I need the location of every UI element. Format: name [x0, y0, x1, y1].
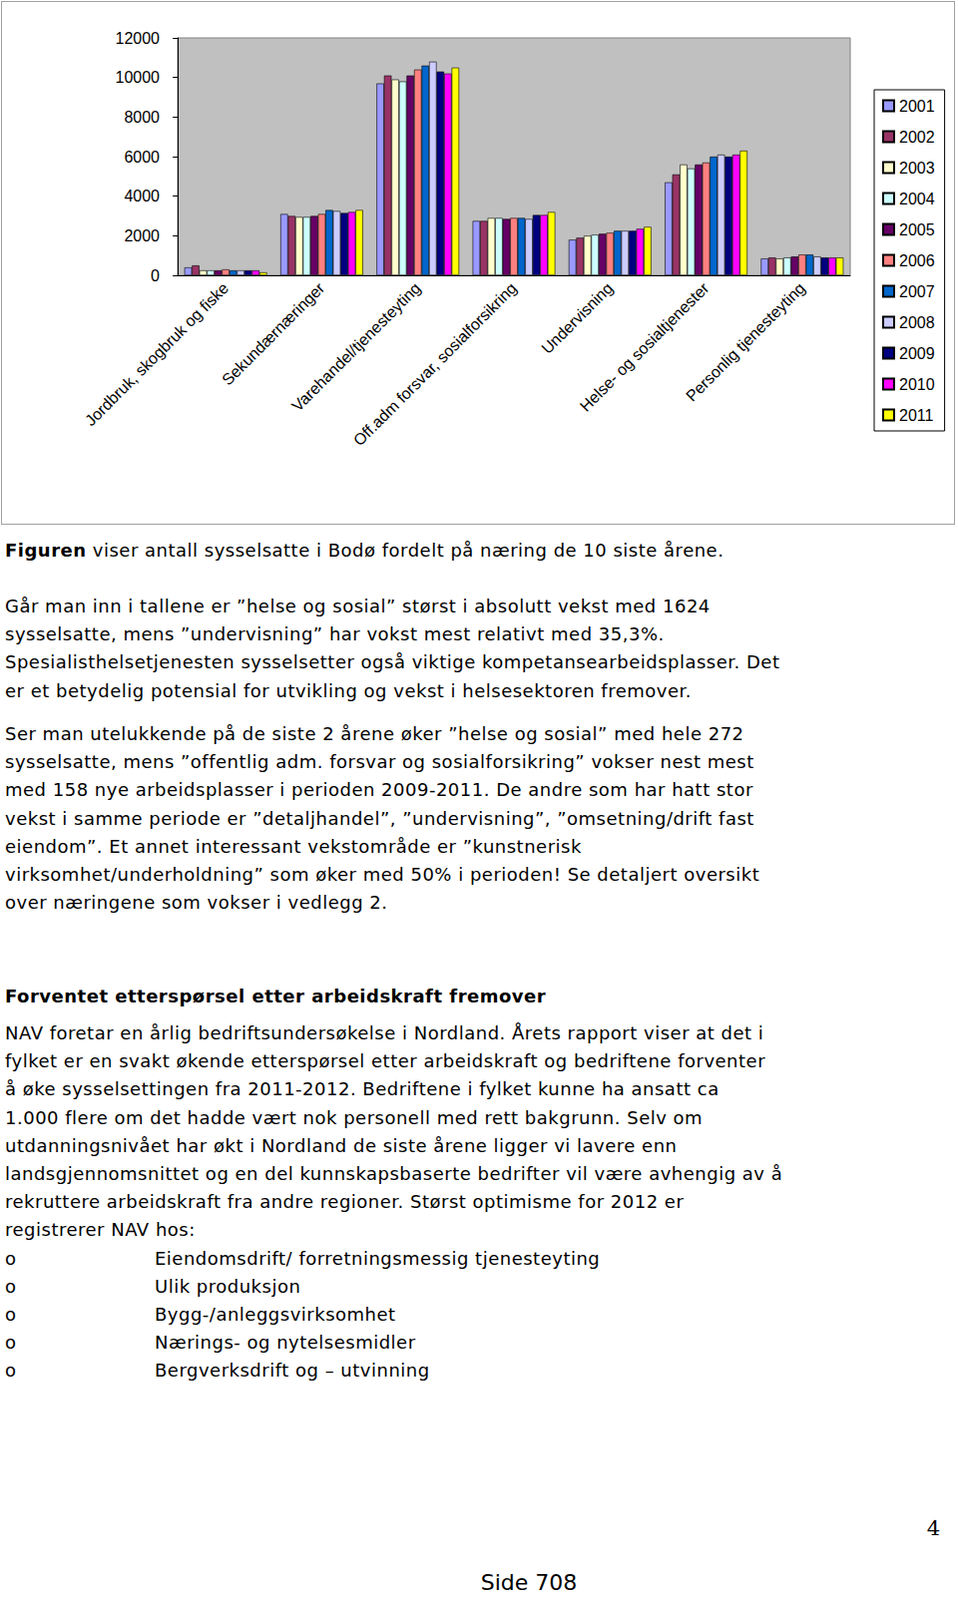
html-text:Ser man utelukkende på de sist: Ser man utelukkende på de siste 2 årene …	[4, 723, 744, 745]
svg-text:2006: 2006	[899, 252, 936, 270]
html-text:Går man inn i tallene er ”hels: Går man inn i tallene er ”helse og sosia…	[4, 595, 711, 617]
svg-text:12000: 12000	[115, 29, 161, 47]
html-text:sysselsatte, mens ”undervisnin: sysselsatte, mens ”undervisning” har vok…	[4, 623, 665, 645]
html-text:landsgjennomsnittet og en del: landsgjennomsnittet og en del kunnskapsb…	[4, 1163, 783, 1185]
svg-text:2010: 2010	[899, 376, 936, 394]
svg-text:Off.adm forsvar, sosialforsikr: Off.adm forsvar, sosialforsikring	[350, 279, 520, 450]
svg-text:4000: 4000	[123, 187, 160, 205]
html-text:å øke sysselsettingen fra 2011: å øke sysselsettingen fra 2011-2012. Bed…	[4, 1079, 720, 1101]
svg-text:2004: 2004	[899, 190, 936, 208]
html-text:o: o	[4, 1247, 17, 1269]
svg-text:Helse- og sosialtjenester: Helse- og sosialtjenester	[576, 279, 713, 415]
html-text:Forventet etterspørsel etter a: Forventet etterspørsel etter arbeidskraf…	[4, 985, 547, 1007]
html-text:Side 708: Side 708	[480, 1570, 578, 1596]
html-text:vekst i samme periode er ”deta: vekst i samme periode er ”detaljhandel”,…	[4, 807, 755, 829]
html-text:med 158 nye arbeidsplasser i p: med 158 nye arbeidsplasser i perioden 20…	[4, 779, 754, 801]
html-text:over næringene som vokser i ve: over næringene som vokser i vedlegg 2.	[4, 892, 388, 914]
html-text:o: o	[4, 1276, 17, 1298]
html-text:Bergverksdrift og – utvinning: Bergverksdrift og – utvinning	[154, 1360, 430, 1382]
html-text:Eiendomsdrift/ forretningsmess: Eiendomsdrift/ forretningsmessig tjenest…	[154, 1247, 601, 1269]
svg-text:2003: 2003	[899, 159, 936, 177]
html-text:Nærings- og nytelsesmidler: Nærings- og nytelsesmidler	[154, 1332, 416, 1354]
html-text:1.000 flere om det hadde vært: 1.000 flere om det hadde vært nok person…	[4, 1107, 703, 1129]
svg-text:Personlig tjenesteyting: Personlig tjenesteyting	[682, 279, 809, 406]
svg-text:Sekundærnæringer: Sekundærnæringer	[218, 279, 329, 390]
html-text:o: o	[4, 1360, 17, 1382]
svg-text:2000: 2000	[123, 227, 160, 245]
html-text:o: o	[4, 1332, 17, 1354]
svg-text:6000: 6000	[123, 148, 160, 166]
svg-text:8000: 8000	[123, 108, 160, 126]
html-text:NAV foretar en årlig bedriftsu: NAV foretar en årlig bedriftsundersøkels…	[4, 1022, 764, 1044]
html-text:sysselsatte, mens ”offentlig a: sysselsatte, mens ”offentlig adm. forsva…	[4, 751, 755, 773]
html-text:o: o	[4, 1304, 17, 1326]
svg-text:2008: 2008	[899, 314, 936, 332]
html-text:Figuren viser antall sysselsat: Figuren viser antall sysselsatte i Bodø …	[4, 539, 724, 561]
svg-text:2002: 2002	[899, 128, 936, 146]
svg-text:Jordbruk, skogbruk og fiske: Jordbruk, skogbruk og fiske	[81, 279, 232, 430]
html-text:fylket er en svakt økende ette: fylket er en svakt økende etterspørsel e…	[4, 1051, 766, 1072]
html-text:virksomhet/underholdning” som: virksomhet/underholdning” som øker med 5…	[4, 864, 760, 886]
svg-text:10000: 10000	[115, 68, 161, 86]
html-text:rekruttere arbeidskraft fra an: rekruttere arbeidskraft fra andre region…	[4, 1191, 684, 1213]
html-text:eiendom”. Et annet interessant: eiendom”. Et annet interessant vekstområ…	[4, 836, 582, 858]
svg-text:2001: 2001	[899, 97, 936, 115]
svg-text:2005: 2005	[899, 221, 936, 239]
svg-text:2009: 2009	[899, 345, 936, 363]
svg-text:Varehandel/tjenesteyting: Varehandel/tjenesteyting	[288, 279, 424, 415]
svg-text:2011: 2011	[899, 407, 935, 425]
svg-text:Undervisning: Undervisning	[537, 279, 616, 358]
html-text:Bygg-/anleggsvirksomhet: Bygg-/anleggsvirksomhet	[154, 1304, 396, 1326]
html-text:4: 4	[926, 1516, 941, 1541]
html-text:Spesialisthelsetjenesten sysse: Spesialisthelsetjenesten sysselsetter og…	[4, 652, 780, 673]
html-text:registrerer NAV hos:: registrerer NAV hos:	[4, 1219, 196, 1241]
html-text:utdanningsnivået har økt i Nor: utdanningsnivået har økt i Nordland de s…	[4, 1135, 678, 1157]
svg-text:0: 0	[150, 267, 160, 285]
html-text:er et betydelig potensial for: er et betydelig potensial for utvikling …	[4, 680, 692, 702]
svg-text:2007: 2007	[899, 283, 936, 301]
html-text:Ulik produksjon: Ulik produksjon	[154, 1276, 301, 1298]
